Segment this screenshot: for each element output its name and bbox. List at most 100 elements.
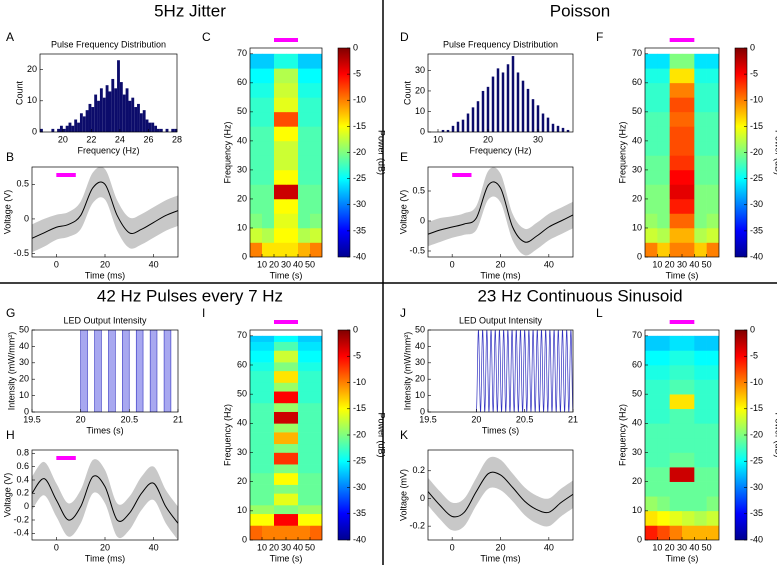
heatmap-cell — [274, 53, 287, 69]
heatmap-cell — [298, 126, 311, 142]
bar — [456, 121, 460, 132]
heatmap-cell — [682, 467, 695, 482]
mean-line — [32, 181, 178, 239]
heatmap-cell — [250, 505, 263, 515]
heatmap-cell — [310, 432, 322, 445]
heatmap-cell — [250, 525, 263, 540]
heatmap-cell — [298, 423, 311, 433]
bar — [97, 100, 100, 132]
colorbar-tick-label: -40 — [750, 251, 763, 261]
heatmap-cell — [262, 169, 275, 185]
heatmap-cell — [250, 111, 263, 127]
heatmap-cell — [669, 184, 683, 200]
heatmap-cell — [682, 140, 695, 156]
bar — [151, 122, 155, 132]
heatmap-cell — [694, 467, 707, 482]
heatmap-cell — [694, 394, 707, 410]
heatmap-cell — [669, 365, 683, 380]
heatmap-cell — [286, 227, 299, 243]
heatmap-cell — [682, 510, 695, 526]
heatmap-cell — [262, 493, 275, 506]
plot-area — [250, 335, 322, 540]
heatmap-cell — [694, 379, 707, 395]
bar — [62, 128, 66, 132]
panel-letter: D — [400, 30, 409, 44]
y-tick-label: 10 — [415, 390, 425, 400]
heatmap-cell — [310, 370, 322, 383]
y-tick-label: -0.5 — [13, 248, 29, 258]
y-tick-label: 20 — [415, 85, 425, 95]
heatmap-cell — [657, 510, 670, 526]
heatmap-cell — [669, 169, 683, 185]
y-axis-label: Frequency (Hz) — [222, 121, 232, 183]
heatmap-cell — [645, 525, 658, 540]
heatmap-cell — [694, 350, 707, 366]
heatmap-cell — [694, 496, 707, 512]
panel-letter: H — [6, 428, 15, 442]
heatmap-cell — [274, 432, 287, 445]
heatmap-cell — [310, 335, 322, 342]
heatmap-cell — [250, 140, 263, 156]
heatmap-cell — [298, 493, 311, 506]
bar — [111, 78, 115, 132]
panel-letter: J — [400, 306, 406, 320]
panel-letter: F — [596, 30, 603, 44]
panel-letter: G — [6, 306, 15, 320]
y-tick-label: 70 — [237, 48, 247, 58]
axes-frame — [427, 53, 574, 133]
error-band — [428, 167, 573, 256]
y-tick-label: 50 — [632, 389, 642, 399]
plot-area — [250, 53, 322, 257]
heatmap-cell — [274, 198, 287, 214]
heatmap-cell — [262, 184, 275, 200]
panel-letter: E — [400, 150, 408, 164]
colorbar-tick-label: -10 — [750, 95, 763, 105]
chart-title: Pulse Frequency Distribution — [51, 39, 166, 49]
y-tick-label: 50 — [632, 106, 642, 116]
x-axis-label: Frequency (Hz) — [77, 145, 139, 155]
section-title: 23 Hz Continuous Sinusoid — [477, 286, 682, 305]
heatmap-cell — [310, 213, 322, 229]
heatmap-cell — [669, 408, 683, 424]
pulse — [108, 330, 116, 412]
y-tick-label: 0 — [420, 406, 425, 416]
heatmap-cell — [694, 213, 707, 229]
heatmap-cell — [274, 464, 287, 474]
heatmap-cell — [682, 155, 695, 171]
heatmap-cell — [310, 505, 322, 515]
y-tick-label: 0 — [637, 534, 642, 544]
x-tick-label: 20 — [269, 542, 279, 552]
heatmap-cell — [706, 408, 719, 424]
x-tick-label: 21 — [173, 414, 183, 424]
heatmap-cell — [645, 496, 658, 512]
heatmap-cell — [694, 510, 707, 526]
heatmap-cell — [286, 443, 299, 453]
heatmap-cell — [250, 184, 263, 200]
heatmap-cell — [669, 379, 683, 395]
y-tick-label: 20 — [415, 374, 425, 384]
heatmap-cell — [669, 335, 683, 351]
heatmap-cell — [250, 198, 263, 214]
heatmap-cell — [669, 111, 683, 127]
heatmap-cell — [286, 452, 299, 465]
heatmap-cell — [310, 82, 322, 98]
x-tick-label: 10 — [257, 542, 267, 552]
heatmap-cell — [682, 227, 695, 243]
heatmap-cell — [657, 53, 670, 69]
heatmap-cell — [286, 484, 299, 494]
x-tick-label: 28 — [172, 134, 182, 144]
y-tick-label: 50 — [19, 324, 29, 334]
bar — [114, 88, 118, 132]
heatmap-cell — [706, 525, 719, 540]
heatmap-cell — [298, 198, 311, 214]
heatmap-cell — [706, 169, 719, 185]
heatmap-cell — [250, 53, 263, 69]
heatmap-cell — [274, 493, 287, 506]
heatmap-cell — [286, 155, 299, 171]
bar — [119, 82, 123, 132]
heatmap-cell — [286, 213, 299, 229]
heatmap-cell — [274, 370, 287, 383]
heatmap-cell — [298, 140, 311, 156]
heatmap-cell — [310, 452, 322, 465]
